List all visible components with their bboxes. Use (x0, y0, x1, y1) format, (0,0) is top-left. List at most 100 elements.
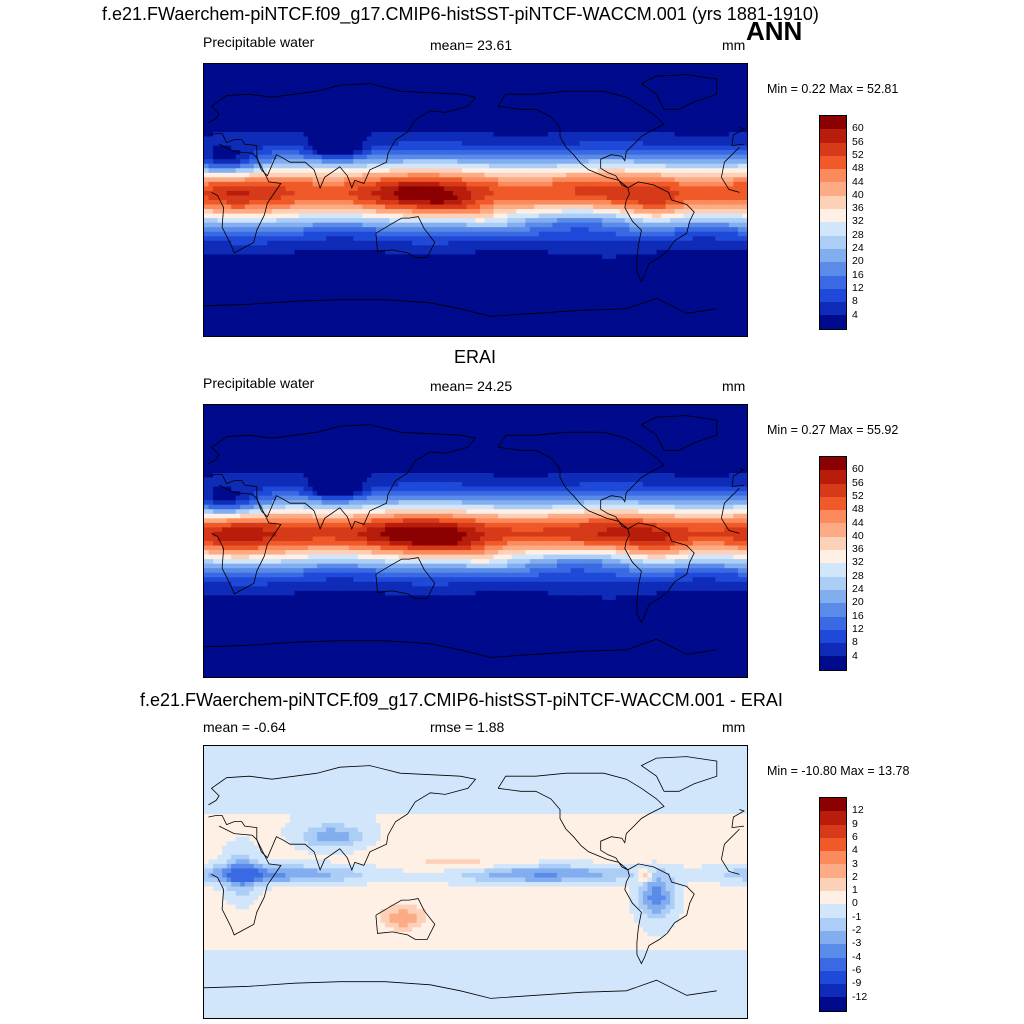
map-cell (421, 172, 427, 178)
map-cell (674, 136, 680, 142)
map-cell (385, 132, 391, 138)
map-cell (719, 218, 725, 224)
map-cell (737, 154, 744, 160)
map-cell (385, 236, 391, 242)
map-cell (575, 68, 581, 74)
map-cell (394, 145, 400, 151)
map-cell (516, 213, 522, 219)
map-cell (271, 190, 278, 197)
map-cell (362, 195, 368, 201)
map-cell (357, 213, 363, 219)
map-cell (556, 109, 563, 115)
map-cell (416, 159, 422, 165)
map-cell (606, 200, 612, 206)
map-cell (701, 104, 707, 110)
map-cell (724, 68, 730, 74)
map-cell (312, 227, 318, 233)
map-cell (593, 136, 599, 142)
map-cell (656, 218, 662, 224)
map-cell (289, 86, 296, 92)
map-cell (321, 159, 327, 165)
map-cell (642, 209, 649, 215)
map-cell (724, 118, 730, 124)
map-cell (556, 104, 563, 110)
map-cell (208, 86, 214, 92)
map-cell (294, 236, 300, 242)
map-cell (642, 240, 649, 246)
map-cell (620, 77, 626, 83)
map-cell (670, 222, 676, 228)
map-cell (380, 163, 386, 169)
map-cell (638, 190, 644, 197)
map-cell (670, 68, 676, 74)
map-cell (579, 168, 585, 174)
map-cell (208, 163, 214, 169)
map-cell (407, 113, 413, 119)
map-cell (398, 100, 404, 106)
map-cell (439, 154, 445, 160)
map-cell (493, 73, 499, 79)
map-cell (742, 154, 747, 160)
map-cell (498, 113, 504, 119)
map-cell (480, 122, 486, 129)
map-cell (593, 122, 599, 129)
map-cell (570, 82, 576, 88)
map-cell (475, 200, 481, 206)
map-cell (737, 132, 744, 138)
map-cell (280, 86, 287, 92)
map-cell (394, 240, 400, 246)
map-cell (240, 159, 246, 165)
map-cell (317, 186, 323, 192)
map-cell (434, 163, 440, 169)
map-cell (443, 172, 449, 178)
map-cell (556, 77, 563, 83)
map-cell (534, 113, 540, 119)
map-cell (665, 181, 671, 187)
map-cell (511, 168, 517, 174)
map-cell (294, 154, 300, 160)
map-cell (692, 227, 698, 233)
map-cell (267, 177, 273, 183)
map-cell (480, 113, 486, 119)
map-cell (556, 73, 563, 79)
map-cell (638, 68, 644, 74)
map-cell (412, 177, 418, 183)
map-cell (480, 168, 486, 174)
map-cell (375, 231, 382, 237)
map-cell (493, 86, 499, 92)
map-cell (231, 227, 237, 233)
map-cell (213, 91, 219, 97)
map-cell (489, 200, 495, 206)
map-cell (421, 227, 427, 233)
map-cell (217, 154, 223, 160)
map-cell (240, 218, 246, 224)
map-cell (742, 68, 747, 74)
map-cell (344, 77, 350, 83)
map-cell (665, 222, 671, 228)
map-cell (728, 190, 735, 197)
map-cell (466, 172, 472, 178)
map-cell (679, 86, 685, 92)
map-cell (335, 64, 341, 70)
map-cell (715, 181, 721, 187)
map-cell (366, 100, 373, 106)
map-cell (249, 91, 255, 97)
map-cell (267, 159, 273, 165)
map-cell (566, 181, 572, 187)
map-cell (710, 177, 716, 183)
map-cell (294, 109, 300, 115)
map-cell (330, 249, 336, 255)
map-cell (692, 181, 698, 187)
map-cell (294, 95, 300, 101)
map-cell (642, 213, 649, 219)
map-cell (611, 177, 617, 183)
map-cell (249, 64, 255, 70)
map-cell (728, 218, 735, 224)
map-cell (615, 181, 621, 187)
map-cell (570, 172, 576, 178)
map-cell (701, 82, 707, 88)
map-cell (615, 227, 621, 233)
map-cell (602, 68, 608, 74)
map-cell (737, 204, 744, 210)
map-cell (692, 177, 698, 183)
